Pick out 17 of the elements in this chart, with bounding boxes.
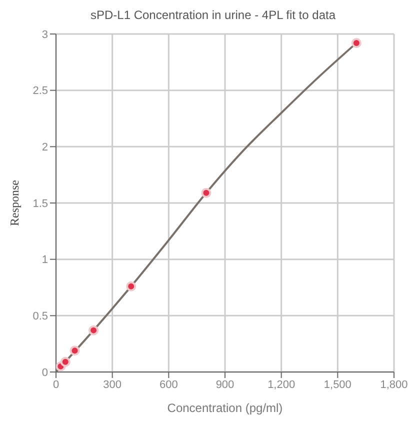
- x-tick-label: 1,800: [380, 378, 408, 391]
- x-tick-label: 1,200: [268, 378, 296, 391]
- x-axis-title: Concentration (pg/ml): [167, 401, 283, 415]
- x-tick-label: 900: [216, 378, 234, 391]
- x-tick-label: 600: [159, 378, 178, 391]
- y-tick-label: 3: [42, 28, 48, 41]
- chart-title: sPD-L1 Concentration in urine - 4PL fit to data: [89, 8, 337, 24]
- y-tick-label: 1.5: [32, 198, 48, 210]
- y-axis-title: Response: [7, 180, 22, 226]
- y-tick-label: 1: [42, 254, 48, 266]
- y-tick-label: 2: [42, 142, 48, 154]
- x-tick-label: 1,500: [324, 378, 352, 391]
- y-tick-label: 0: [42, 366, 48, 379]
- y-tick-label: 2.5: [32, 85, 48, 98]
- y-tick-label: 0.5: [32, 310, 48, 323]
- x-tick-label: 0: [52, 378, 60, 391]
- x-tick-label: 300: [103, 378, 122, 391]
